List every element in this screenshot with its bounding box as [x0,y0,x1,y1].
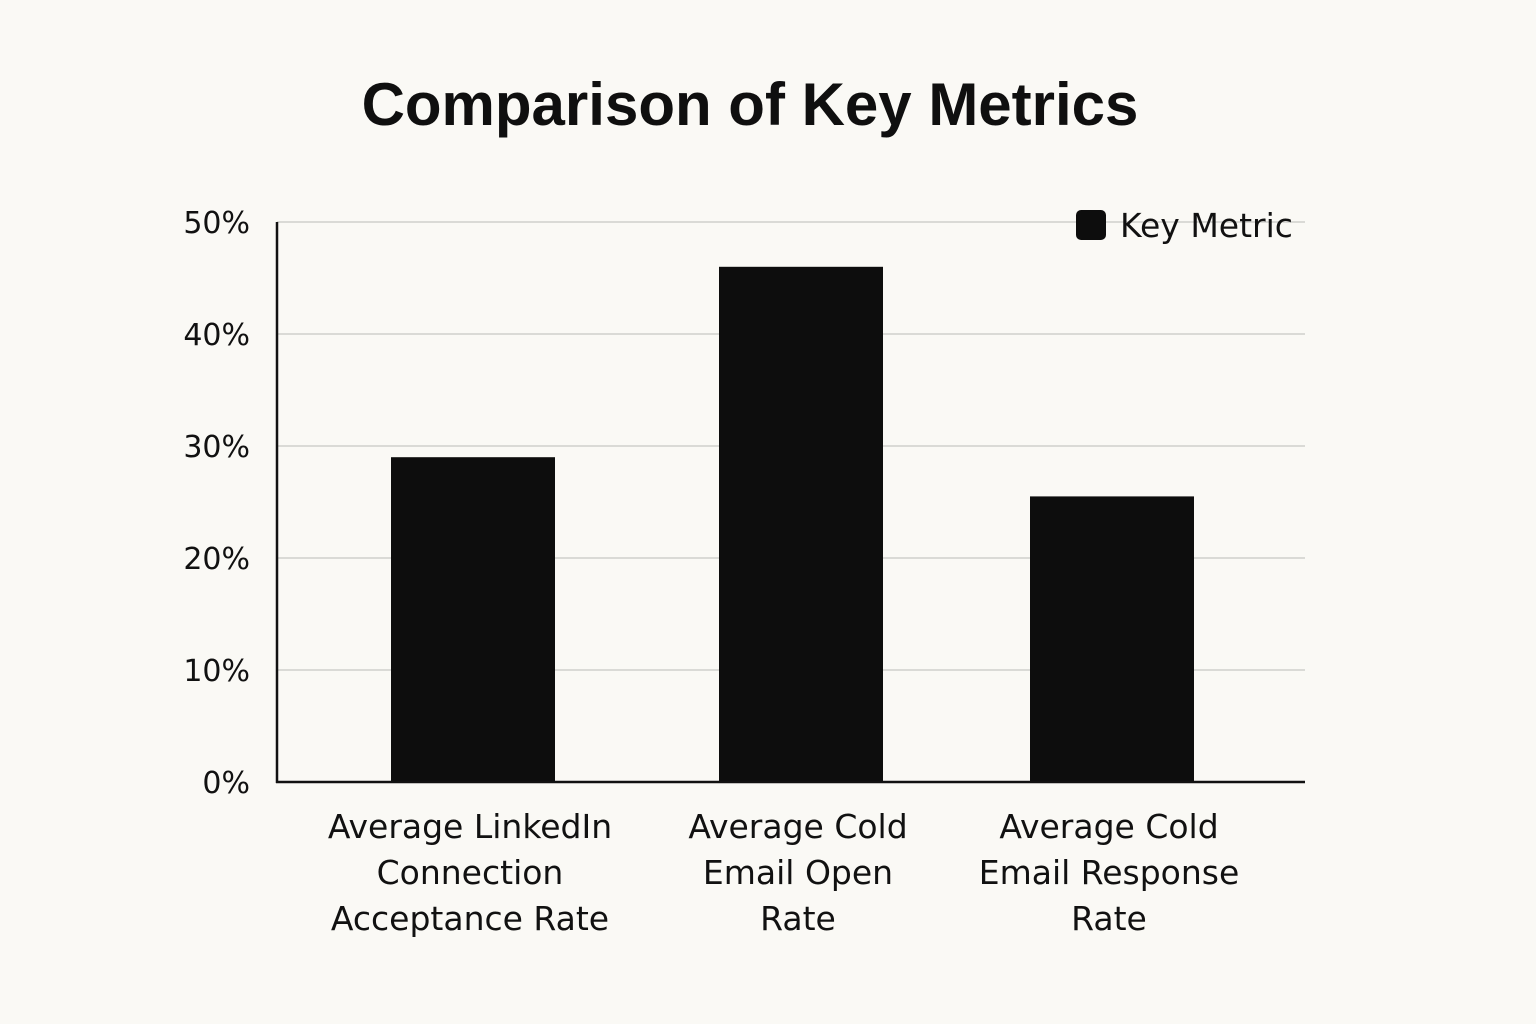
x-category-label: Average LinkedIn Connection Acceptance Rat… [328,807,612,938]
x-category-labels: Average LinkedIn Connection Acceptance Rat… [328,807,1239,938]
bar [719,266,883,782]
y-tick-label: 10% [183,654,250,689]
bar [1030,496,1194,782]
y-tick-label: 0% [202,766,250,801]
legend-swatch [1076,210,1106,240]
axes [275,222,1305,784]
chart-title: Comparison of Key Metrics [362,71,1139,138]
bars [391,266,1194,782]
y-tick-label: 50% [183,206,250,241]
x-category-label: Average Cold Email Response Rate [979,807,1240,938]
bar [391,457,555,782]
y-tick-label: 40% [183,318,250,353]
legend-label: Key Metric [1120,206,1293,245]
y-tick-labels: 0% 10% 20% 30% 40% 50% [183,206,250,801]
legend: Key Metric [1076,206,1293,245]
x-category-label: Average Cold Email Open Rate [688,807,907,938]
y-tick-label: 30% [183,430,250,465]
y-tick-label: 20% [183,542,250,577]
